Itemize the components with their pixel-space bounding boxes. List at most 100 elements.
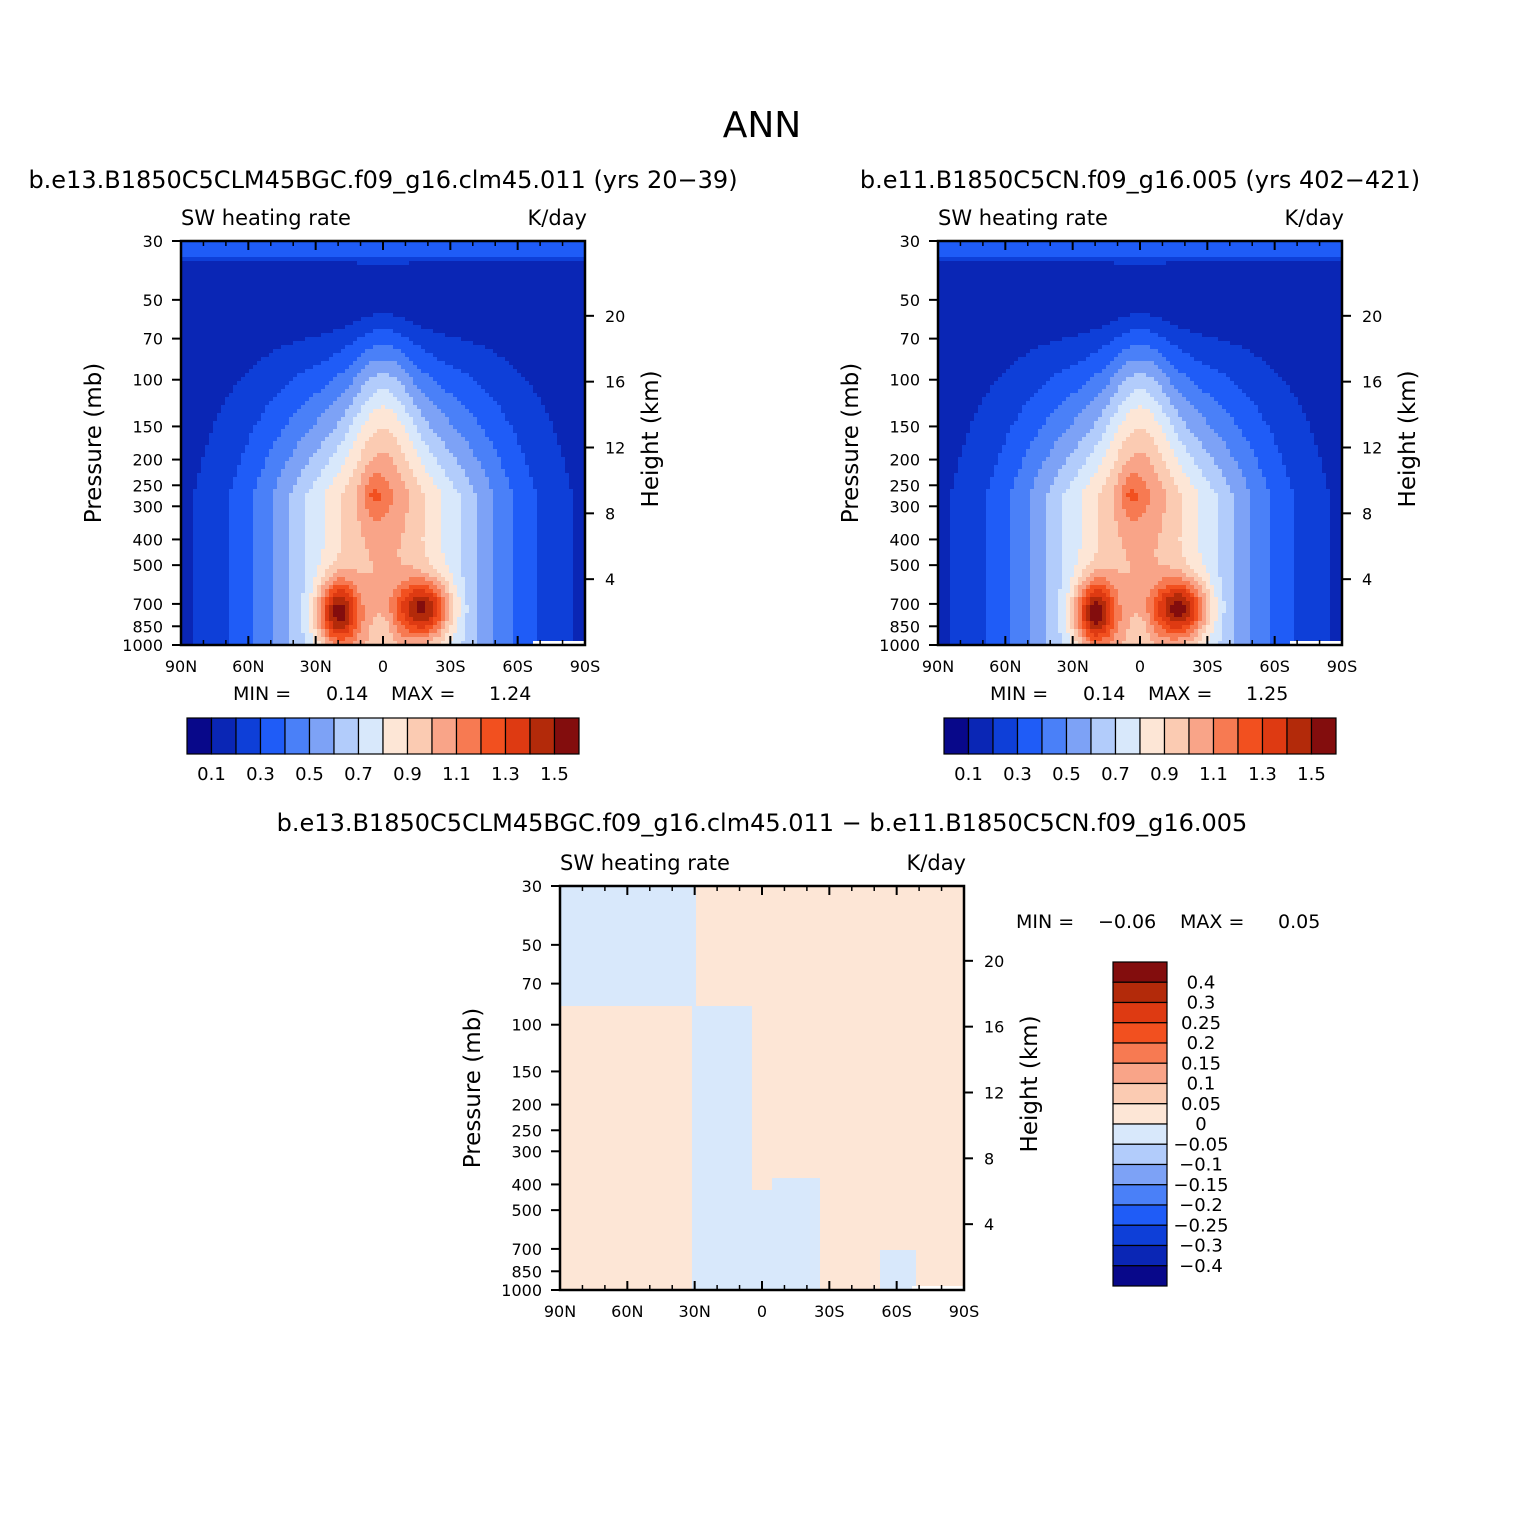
field-cell <box>285 241 290 246</box>
field-cell <box>505 313 510 318</box>
field-cell <box>557 357 562 362</box>
field-cell <box>413 405 418 410</box>
field-cell <box>297 281 302 286</box>
field-cell <box>441 401 446 406</box>
field-cell <box>305 437 310 442</box>
field-cell <box>325 413 330 418</box>
field-cell <box>369 373 374 378</box>
field-cell <box>569 401 574 406</box>
field-cell <box>425 317 430 322</box>
field-cell <box>513 309 518 314</box>
field-cell <box>569 393 574 398</box>
field-cell <box>221 281 226 286</box>
field-cell <box>577 349 582 354</box>
field-cell <box>281 313 286 318</box>
field-cell <box>509 393 514 398</box>
field-cell <box>497 285 502 290</box>
field-cell <box>185 313 190 318</box>
field-cell <box>281 365 286 370</box>
field-cell <box>229 273 234 278</box>
field-cell <box>237 401 242 406</box>
field-cell <box>297 393 302 398</box>
field-cell <box>489 269 494 274</box>
field-cell <box>469 305 474 310</box>
field-cell <box>265 257 270 262</box>
field-cell <box>457 353 462 358</box>
field-cell <box>325 433 330 438</box>
field-cell <box>405 325 410 330</box>
field-cell <box>425 281 430 286</box>
field-cell <box>441 425 446 430</box>
field-cell <box>397 305 402 310</box>
field-cell <box>225 245 230 250</box>
field-cell <box>213 433 218 438</box>
field-cell <box>381 425 386 430</box>
field-cell <box>229 269 234 274</box>
field-cell <box>473 277 478 282</box>
field-cell <box>261 285 266 290</box>
field-cell <box>405 293 410 298</box>
field-cell <box>361 261 366 266</box>
field-cell <box>417 417 422 422</box>
field-cell <box>349 437 354 442</box>
field-cell <box>513 397 518 402</box>
field-cell <box>513 373 518 378</box>
field-cell <box>217 385 222 390</box>
field-cell <box>497 349 502 354</box>
field-cell <box>417 393 422 398</box>
field-cell <box>581 281 586 286</box>
field-cell <box>385 365 390 370</box>
field-cell <box>509 369 514 374</box>
field-cell <box>517 365 522 370</box>
field-cell <box>409 381 414 386</box>
field-cell <box>333 333 338 338</box>
field-cell <box>493 413 498 418</box>
field-cell <box>461 405 466 410</box>
field-cell <box>429 425 434 430</box>
field-cell <box>341 269 346 274</box>
field-cell <box>445 433 450 438</box>
field-cell <box>421 261 426 266</box>
field-cell <box>277 333 282 338</box>
field-cell <box>397 381 402 386</box>
field-cell <box>233 289 238 294</box>
field-cell <box>433 397 438 402</box>
field-cell <box>549 421 554 426</box>
field-cell <box>473 293 478 298</box>
field-cell <box>377 261 382 266</box>
field-cell <box>389 261 394 266</box>
field-cell <box>333 433 338 438</box>
field-cell <box>317 381 322 386</box>
field-cell <box>413 417 418 422</box>
field-cell <box>497 253 502 258</box>
field-cell <box>193 281 198 286</box>
field-cell <box>353 293 358 298</box>
field-cell <box>485 421 490 426</box>
field-cell <box>217 405 222 410</box>
field-cell <box>221 437 226 442</box>
field-cell <box>301 393 306 398</box>
field-cell <box>501 313 506 318</box>
field-cell <box>309 321 314 326</box>
field-cell <box>389 321 394 326</box>
field-cell <box>285 285 290 290</box>
field-cell <box>401 321 406 326</box>
field-cell <box>377 413 382 418</box>
field-cell <box>313 357 318 362</box>
field-cell <box>213 333 218 338</box>
field-cell <box>185 373 190 378</box>
field-cell <box>265 277 270 282</box>
field-cell <box>449 429 454 434</box>
field-cell <box>525 357 530 362</box>
field-cell <box>541 373 546 378</box>
field-cell <box>341 369 346 374</box>
field-cell <box>281 401 286 406</box>
field-cell <box>565 257 570 262</box>
field-cell <box>297 429 302 434</box>
field-cell <box>465 405 470 410</box>
field-cell <box>389 277 394 282</box>
field-cell <box>493 325 498 330</box>
field-cell <box>233 257 238 262</box>
field-cell <box>297 301 302 306</box>
field-cell <box>189 373 194 378</box>
